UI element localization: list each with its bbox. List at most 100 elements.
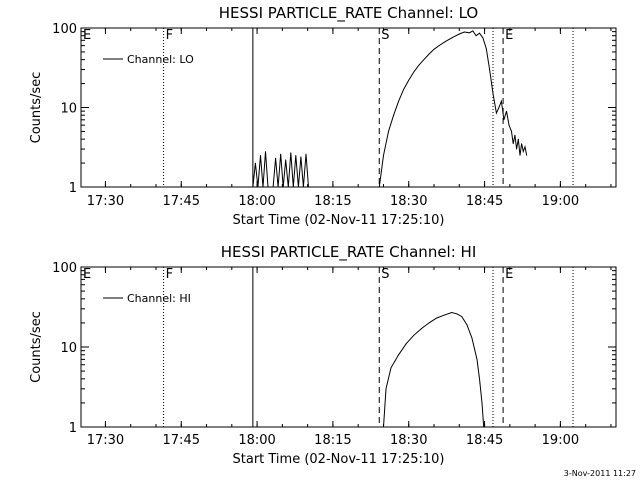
plot-frame	[80, 266, 617, 428]
timestamp-footer: 3-Nov-2011 11:27	[563, 469, 636, 478]
data-point	[479, 378, 480, 380]
x-tick-label: 18:15	[314, 433, 351, 448]
data-point	[521, 143, 522, 145]
plot-frame	[80, 27, 617, 188]
x-tick-label: 18:30	[390, 194, 427, 209]
series-line	[383, 311, 485, 428]
series-line	[252, 151, 309, 188]
data-point	[503, 119, 505, 121]
y-tick-label: 1	[69, 421, 77, 436]
x-tick-label: 17:30	[87, 433, 124, 448]
data-point	[526, 155, 528, 156]
data-point	[383, 155, 384, 156]
data-point	[461, 316, 463, 317]
data-point	[476, 359, 478, 360]
data-point	[260, 155, 261, 156]
data-point	[485, 48, 487, 49]
data-point	[287, 186, 289, 188]
data-point	[308, 186, 309, 188]
chart-title: HESSI PARTICLE_RATE Channel: LO	[219, 4, 478, 23]
data-point	[428, 322, 430, 324]
y-tick-label: 10	[60, 102, 77, 117]
data-point	[280, 153, 282, 155]
data-point	[267, 186, 269, 188]
data-point	[383, 426, 384, 428]
data-point	[438, 45, 440, 46]
x-tick-label: 18:00	[238, 433, 275, 448]
data-point	[300, 156, 302, 158]
marker-label: F	[166, 267, 173, 282]
data-point	[514, 134, 516, 136]
x-axis-label: Start Time (02-Nov-11 17:25:10)	[233, 452, 445, 467]
marker-label: F	[166, 28, 173, 43]
data-point	[292, 186, 294, 188]
data-point	[272, 186, 274, 188]
legend-label: Channel: LO	[127, 53, 194, 66]
data-point	[522, 151, 524, 152]
data-point	[479, 32, 480, 34]
legend-label: Channel: HI	[127, 292, 191, 305]
data-point	[506, 110, 507, 112]
data-point	[517, 138, 519, 140]
series-line	[378, 30, 528, 188]
data-point	[436, 317, 437, 319]
data-point	[512, 143, 514, 145]
y-axis-label: Counts/sec	[29, 311, 44, 383]
data-point	[295, 155, 297, 156]
y-tick-label: 1	[69, 181, 77, 196]
data-point	[282, 186, 284, 188]
data-point	[456, 313, 458, 315]
data-point	[519, 155, 521, 156]
data-point	[398, 100, 399, 102]
data-point	[298, 186, 299, 188]
x-axis-label: Start Time (02-Nov-11 17:25:10)	[233, 213, 445, 228]
chart-title: HESSI PARTICLE_RATE Channel: HI	[221, 243, 477, 262]
x-tick-label: 18:45	[466, 194, 503, 209]
x-tick-label: 19:00	[542, 194, 579, 209]
data-point	[481, 402, 483, 404]
data-point	[285, 159, 287, 161]
y-tick-label: 100	[52, 22, 77, 37]
data-point	[475, 35, 477, 37]
data-point	[385, 388, 387, 390]
marker-label: E	[83, 28, 91, 43]
x-tick-label: 18:45	[466, 433, 503, 448]
data-point	[433, 48, 435, 50]
data-point	[511, 131, 512, 132]
x-tick-label: 17:30	[87, 194, 124, 209]
data-point	[265, 151, 266, 152]
data-point	[489, 69, 490, 70]
marker-label: E	[83, 267, 91, 282]
data-point	[405, 343, 407, 345]
x-tick-label: 18:15	[314, 194, 351, 209]
data-point	[403, 88, 405, 90]
data-point	[482, 37, 484, 39]
x-tick-label: 18:00	[238, 194, 275, 209]
data-point	[255, 162, 256, 164]
data-point	[398, 354, 399, 356]
data-point	[483, 426, 485, 428]
x-tick-label: 19:00	[542, 433, 579, 448]
marker-label: E	[505, 267, 513, 282]
x-tick-label: 18:30	[390, 433, 427, 448]
data-point	[472, 30, 474, 32]
chart-panel-1: HESSI PARTICLE_RATE Channel: LO 17:30 17:4…	[29, 4, 617, 228]
data-point	[378, 186, 380, 188]
data-point	[428, 53, 430, 55]
data-point	[458, 33, 460, 35]
data-point	[388, 131, 389, 132]
data-point	[290, 152, 292, 154]
marker-label: S	[381, 267, 389, 282]
chart-panel-2: HESSI PARTICLE_RATE Channel: HI 17:30 17:4…	[29, 243, 617, 467]
data-point	[393, 114, 394, 116]
marker-label: S	[381, 28, 389, 43]
data-point	[421, 328, 422, 329]
data-point	[303, 186, 304, 188]
data-point	[390, 367, 392, 369]
y-tick-label: 10	[60, 341, 77, 356]
y-axis-label: Counts/sec	[29, 72, 44, 144]
marker-label: E	[505, 28, 513, 43]
data-point	[496, 112, 497, 114]
y-tick-label: 100	[52, 261, 77, 276]
data-point	[305, 153, 307, 155]
